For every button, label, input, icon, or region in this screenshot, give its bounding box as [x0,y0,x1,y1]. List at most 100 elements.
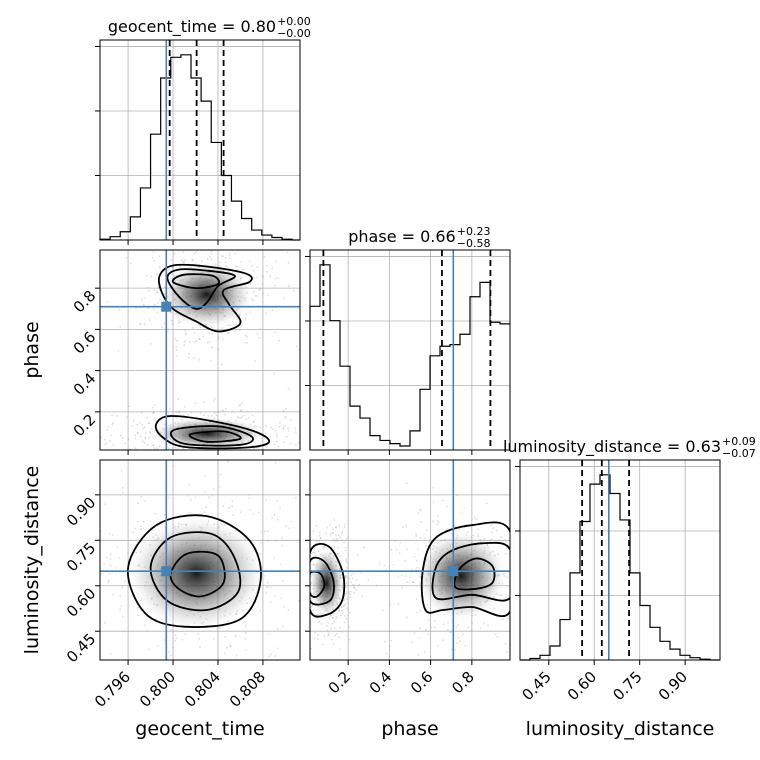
sample-point [318,531,321,533]
contour-level [310,543,346,618]
sample-point [432,501,435,503]
sample-point [390,640,393,642]
sample-point [415,560,418,562]
sample-point [227,324,230,327]
sample-point [459,640,461,643]
sample-point [358,583,360,586]
sample-point [495,529,498,532]
sample-point [389,603,392,606]
sample-point [119,608,121,611]
sample-point [332,643,335,646]
sample-point [116,414,118,417]
sample-point [275,440,278,443]
sample-point [390,548,393,551]
x-tick-label-geocent_time: 0.808 [226,668,269,711]
sample-point [424,651,426,653]
sample-point [287,388,290,390]
sample-point [292,228,294,230]
sample-point [518,556,520,558]
sample-point [327,633,330,636]
sample-point [211,495,214,497]
sample-point [235,323,238,325]
contour-level [310,556,335,606]
sample-point [351,577,354,580]
sample-point [134,437,137,440]
sample-point [500,536,502,539]
sample-point [203,511,206,513]
sample-point [406,548,409,551]
sample-point [318,540,320,542]
sample-point [549,572,551,574]
sample-point [385,568,388,571]
sample-point [152,444,155,447]
sample-point [346,537,349,540]
sample-point [353,591,356,594]
sample-point [172,646,175,649]
sample-point [316,614,319,616]
sample-point [105,428,108,431]
sample-point [217,337,220,340]
sample-point [208,496,210,499]
sample-point [150,452,152,454]
sample-point [324,437,326,439]
sample-point [513,619,515,621]
sample-point [170,259,172,261]
sample-point [224,652,226,655]
sample-point [322,643,324,646]
sample-point [290,520,293,523]
truth-marker [448,566,459,577]
sample-point [163,514,166,516]
sample-point [267,530,269,533]
sample-point [118,557,120,559]
sample-point [92,414,94,416]
sample-point [241,401,243,404]
sample-point [70,454,72,456]
sample-point [276,277,279,279]
sample-point [405,525,407,528]
sample-point [252,420,255,423]
sample-point [458,528,461,531]
sample-point [333,546,336,548]
sample-point [193,252,196,255]
sample-point [313,551,316,554]
sample-point [132,531,135,534]
sample-point [219,486,221,488]
sample-point [346,567,348,569]
sample-point [270,653,273,655]
sample-point [100,436,103,439]
sample-point [103,621,106,624]
sample-point [276,518,279,521]
sample-point [301,586,303,588]
sample-point [246,410,249,413]
sample-point [152,444,155,446]
sample-point [128,405,131,407]
sample-point [304,600,306,602]
sample-point [318,550,320,553]
sample-point [171,320,173,322]
sample-point [137,614,140,617]
sample-point [253,452,255,454]
sample-point [175,637,178,640]
sample-point [415,533,417,536]
sample-point [467,626,470,629]
sample-point [302,241,304,243]
sample-point [296,622,298,624]
sample-point [306,586,308,588]
sample-point [436,523,439,526]
sample-point [456,494,459,497]
sample-point [170,266,173,269]
sample-point [144,441,146,444]
sample-point [271,517,274,520]
sample-point [176,447,179,450]
sample-point [221,326,224,329]
sample-point [409,576,412,579]
y-axis-label-luminosity_distance: luminosity_distance [21,466,43,655]
sample-point [159,267,162,270]
sample-point [185,333,188,336]
sample-point [231,505,234,508]
sample-point [135,307,138,310]
sample-point [94,429,96,431]
sample-point [120,469,123,472]
sample-point [419,509,422,511]
sample-point [416,611,419,613]
